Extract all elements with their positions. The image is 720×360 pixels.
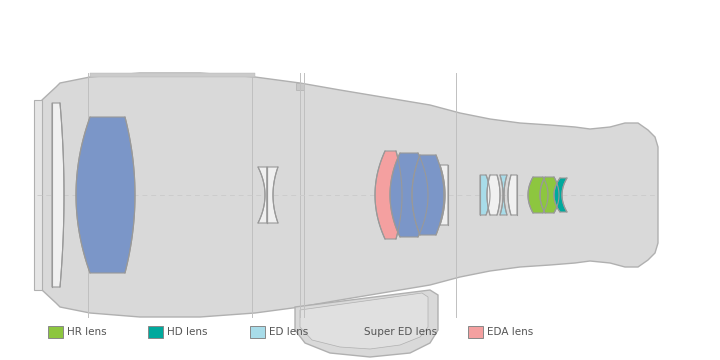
Polygon shape — [300, 293, 428, 349]
Polygon shape — [487, 175, 500, 215]
Polygon shape — [528, 177, 548, 213]
Polygon shape — [480, 175, 490, 215]
Polygon shape — [554, 178, 567, 212]
Text: Super ED lens: Super ED lens — [364, 327, 437, 337]
Polygon shape — [295, 290, 438, 357]
Polygon shape — [76, 117, 135, 273]
Polygon shape — [267, 167, 278, 223]
Bar — [250, 326, 265, 338]
Text: ED lens: ED lens — [269, 327, 308, 337]
Polygon shape — [508, 175, 517, 215]
Polygon shape — [42, 73, 658, 317]
Bar — [148, 326, 163, 338]
Text: HR lens: HR lens — [67, 327, 107, 337]
Polygon shape — [90, 73, 255, 77]
Text: EDA lens: EDA lens — [487, 327, 534, 337]
Polygon shape — [375, 151, 402, 239]
Polygon shape — [500, 175, 507, 215]
Text: HD lens: HD lens — [167, 327, 207, 337]
Polygon shape — [34, 100, 42, 290]
Polygon shape — [52, 103, 64, 287]
Polygon shape — [296, 83, 304, 90]
Polygon shape — [540, 177, 559, 213]
Polygon shape — [440, 165, 448, 225]
Polygon shape — [412, 155, 444, 235]
Polygon shape — [258, 167, 267, 223]
Bar — [345, 326, 360, 338]
Bar — [468, 326, 483, 338]
Bar — [48, 326, 63, 338]
Polygon shape — [390, 153, 428, 237]
